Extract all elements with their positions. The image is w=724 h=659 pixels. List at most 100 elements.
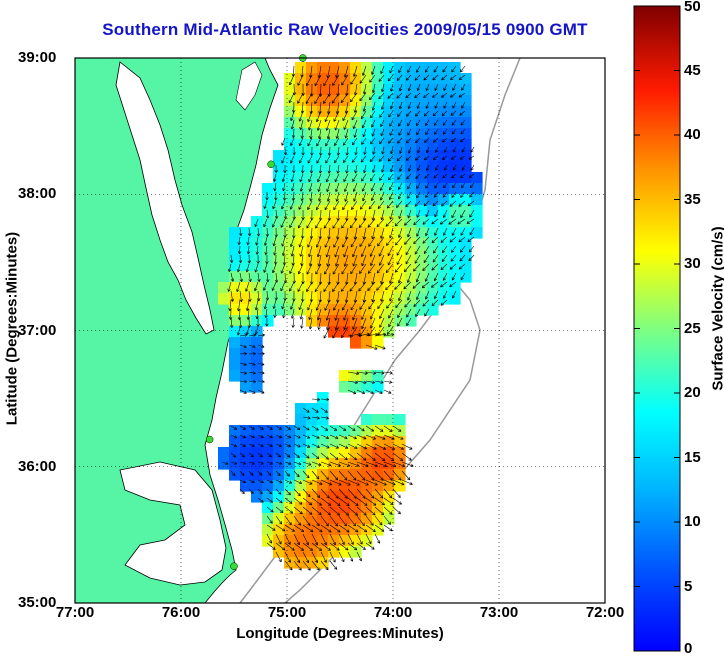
velocity-cell bbox=[328, 447, 340, 459]
velocity-cell bbox=[251, 491, 263, 503]
velocity-arrow bbox=[392, 470, 402, 481]
velocity-arrow bbox=[257, 434, 264, 439]
velocity-cell bbox=[372, 524, 384, 536]
velocity-arrow bbox=[347, 479, 360, 486]
velocity-arrow bbox=[319, 146, 323, 156]
velocity-arrow bbox=[396, 155, 403, 162]
velocity-arrow bbox=[271, 263, 277, 274]
velocity-arrow bbox=[302, 425, 310, 431]
velocity-arrow bbox=[374, 524, 385, 532]
velocity-arrow bbox=[273, 182, 277, 192]
velocity-arrow bbox=[414, 245, 421, 255]
velocity-arrow bbox=[343, 119, 349, 130]
velocity-cell bbox=[471, 216, 483, 228]
velocity-arrow bbox=[324, 110, 331, 123]
velocity-arrow bbox=[365, 506, 376, 516]
velocity-cell bbox=[262, 260, 274, 272]
velocity-cell bbox=[339, 73, 351, 85]
velocity-arrow bbox=[460, 65, 466, 73]
velocity-cell bbox=[262, 249, 274, 261]
velocity-cell bbox=[460, 128, 472, 140]
velocity-cell bbox=[295, 260, 307, 272]
velocity-cell bbox=[229, 447, 241, 459]
velocity-cell bbox=[295, 480, 307, 492]
velocity-arrow bbox=[257, 352, 265, 356]
velocity-arrow bbox=[362, 128, 367, 138]
velocity-arrow bbox=[284, 515, 292, 526]
velocity-cell bbox=[416, 304, 428, 316]
velocity-arrow bbox=[468, 173, 475, 178]
velocity-arrow bbox=[416, 101, 421, 109]
velocity-cell bbox=[229, 348, 241, 360]
velocity-cell bbox=[383, 326, 395, 338]
velocity-cell bbox=[416, 194, 428, 206]
velocity-cell bbox=[251, 480, 263, 492]
velocity-arrow bbox=[413, 263, 421, 272]
velocity-cell bbox=[240, 381, 252, 393]
velocity-arrow bbox=[431, 218, 439, 225]
velocity-arrow bbox=[376, 281, 385, 291]
velocity-arrow bbox=[248, 443, 255, 447]
velocity-arrow bbox=[293, 479, 303, 485]
velocity-cell bbox=[438, 249, 450, 261]
velocity-arrow bbox=[399, 146, 403, 154]
velocity-cell bbox=[350, 370, 362, 382]
velocity-arrow bbox=[257, 488, 263, 494]
velocity-cell bbox=[361, 139, 373, 151]
velocity-cell bbox=[306, 117, 318, 129]
velocity-arrow bbox=[432, 74, 439, 81]
velocity-arrow bbox=[451, 209, 457, 219]
velocity-arrow bbox=[302, 416, 311, 420]
velocity-arrow bbox=[343, 317, 349, 331]
velocity-arrow bbox=[374, 470, 384, 481]
velocity-arrow bbox=[380, 65, 385, 74]
velocity-arrow bbox=[450, 155, 457, 160]
velocity-arrow bbox=[350, 92, 358, 103]
velocity-cell bbox=[471, 205, 483, 217]
velocity-arrow bbox=[433, 137, 439, 143]
velocity-cell bbox=[273, 271, 285, 283]
velocity-arrow bbox=[353, 191, 358, 202]
velocity-arrow bbox=[289, 218, 295, 229]
velocity-arrow bbox=[265, 254, 269, 265]
velocity-arrow bbox=[298, 299, 304, 311]
velocity-cell bbox=[361, 172, 373, 184]
velocity-arrow bbox=[246, 236, 250, 246]
velocity-cell bbox=[405, 161, 417, 173]
velocity-arrow bbox=[255, 245, 259, 255]
velocity-cell bbox=[295, 304, 307, 316]
velocity-arrow bbox=[329, 542, 340, 551]
velocity-arrow bbox=[347, 380, 358, 384]
velocity-cell bbox=[240, 227, 252, 239]
velocity-arrow bbox=[347, 515, 356, 527]
velocity-cell bbox=[372, 227, 384, 239]
velocity-arrow bbox=[314, 281, 322, 293]
velocity-arrow bbox=[257, 379, 265, 384]
velocity-arrow bbox=[383, 371, 393, 375]
velocity-arrow bbox=[460, 191, 466, 198]
velocity-arrow bbox=[325, 245, 331, 258]
velocity-arrow bbox=[333, 110, 340, 122]
velocity-cell bbox=[229, 304, 241, 316]
velocity-arrow bbox=[374, 434, 386, 440]
velocity-cell bbox=[284, 469, 296, 481]
velocity-arrow bbox=[248, 379, 256, 384]
velocity-arrow bbox=[452, 290, 457, 299]
velocity-arrow bbox=[275, 506, 284, 513]
velocity-arrow bbox=[360, 245, 367, 258]
velocity-arrow bbox=[293, 443, 301, 448]
velocity-arrow bbox=[263, 281, 268, 291]
velocity-arrow bbox=[470, 164, 475, 171]
velocity-arrow bbox=[271, 281, 277, 291]
velocity-arrow bbox=[327, 146, 332, 156]
velocity-cell bbox=[295, 535, 307, 547]
velocity-cell bbox=[394, 205, 406, 217]
velocity-arrow bbox=[397, 173, 403, 180]
velocity-arrow bbox=[356, 389, 366, 395]
velocity-arrow bbox=[275, 425, 282, 430]
velocity-arrow bbox=[338, 461, 351, 467]
velocity-cell bbox=[372, 293, 384, 305]
velocity-cell bbox=[328, 458, 340, 470]
velocity-cell bbox=[405, 117, 417, 129]
velocity-arrow bbox=[360, 110, 367, 120]
